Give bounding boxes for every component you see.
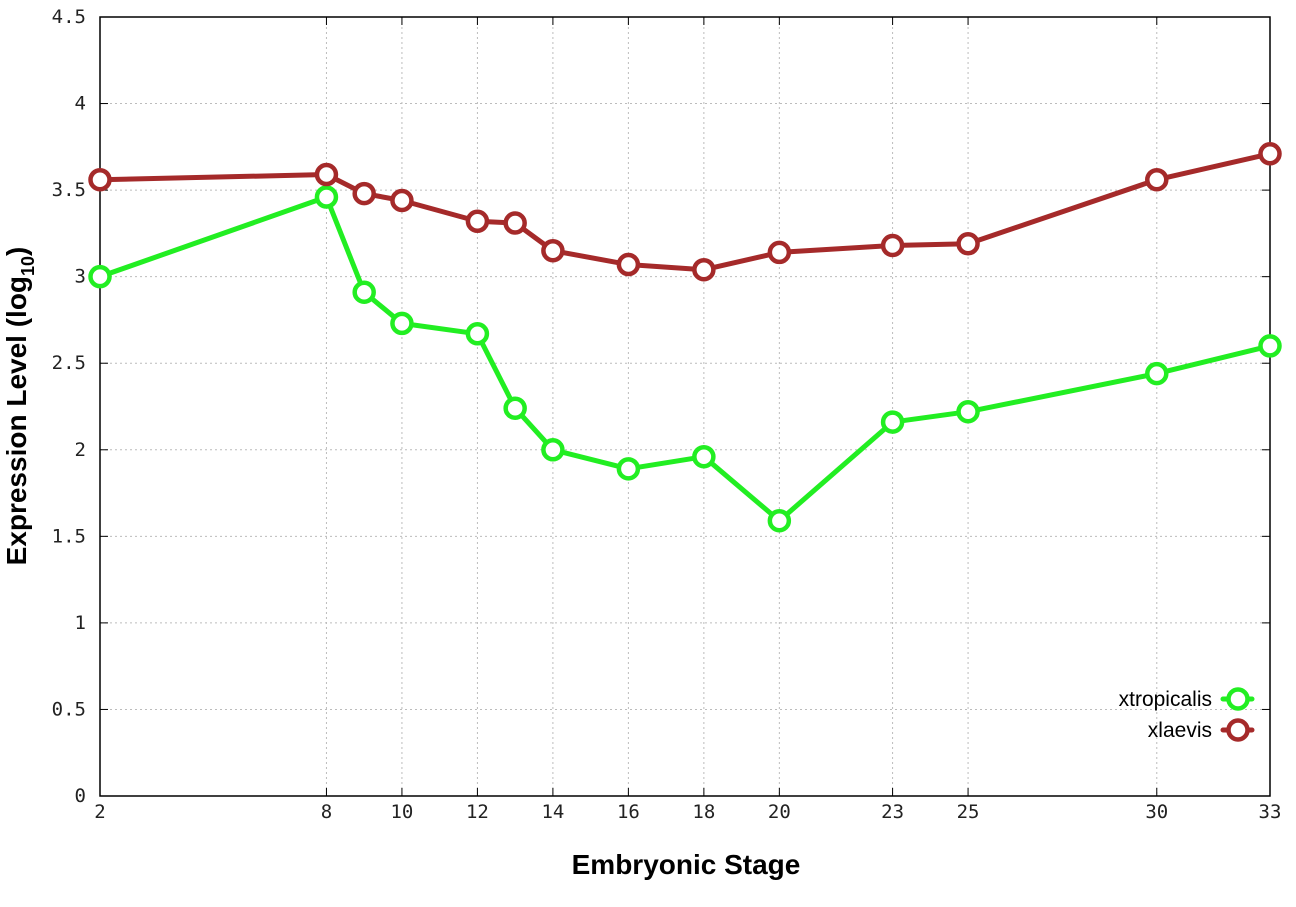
x-tick-label: 33: [1259, 801, 1282, 823]
y-axis-title: Expression Level (log10): [1, 247, 38, 566]
series-line-xtropicalis: [97, 194, 1273, 524]
data-point-xtropicalis: [767, 509, 792, 533]
data-point-xlaevis: [88, 167, 112, 192]
x-axis-title: Embryonic Stage: [572, 849, 801, 880]
x-tick-label: 23: [881, 801, 904, 823]
data-point-xtropicalis: [956, 399, 980, 424]
y-tick-label: 2: [75, 439, 86, 461]
data-point-xlaevis: [880, 233, 905, 258]
legend-marker-xtropicalis: [1226, 687, 1250, 711]
data-point-xtropicalis: [314, 185, 339, 209]
data-point-xlaevis: [541, 238, 565, 263]
x-tick-label: 14: [541, 801, 564, 823]
data-point-xtropicalis: [352, 280, 376, 304]
legend: xtropicalis xlaevis: [1119, 687, 1255, 742]
data-point-xlaevis: [352, 181, 376, 206]
x-tick-label: 20: [768, 801, 791, 823]
y-tick-label: 1.5: [52, 525, 86, 547]
data-point-xtropicalis: [616, 457, 641, 481]
y-tick-label: 4.5: [52, 6, 86, 28]
legend-label: xlaevis: [1148, 719, 1212, 742]
data-point-xtropicalis: [465, 322, 490, 346]
data-point-xtropicalis: [692, 444, 716, 469]
data-point-xlaevis: [767, 240, 792, 265]
y-axis-title-subscript: 10: [18, 256, 38, 276]
y-tick-label: 3: [75, 266, 86, 288]
y-tick-label: 1: [75, 612, 86, 634]
x-tick-label: 12: [466, 801, 489, 823]
data-point-xlaevis: [1145, 167, 1169, 192]
y-tick-label: 4: [75, 93, 86, 115]
plot-frame: [99, 16, 1271, 797]
legend-marker-xlaevis: [1226, 718, 1250, 742]
data-point-xlaevis: [314, 162, 339, 187]
data-point-xtropicalis: [88, 264, 112, 289]
grid-layer: [100, 17, 1270, 796]
data-point-xlaevis: [692, 257, 716, 282]
y-axis-title-suffix: ): [1, 247, 32, 256]
data-point-xlaevis: [956, 232, 980, 256]
series-line-xlaevis: [97, 151, 1273, 273]
data-point-xtropicalis: [390, 311, 414, 336]
data-point-xlaevis: [390, 188, 414, 213]
data-point-xlaevis: [503, 211, 527, 235]
data-point-xtropicalis: [1258, 334, 1282, 358]
data-point-xtropicalis: [1145, 361, 1169, 386]
legend-label: xtropicalis: [1119, 688, 1212, 711]
data-point-xtropicalis: [541, 438, 565, 462]
y-tick-label: 0.5: [52, 698, 86, 720]
y-axis-title-main: Expression Level (log: [1, 276, 32, 565]
x-tick-label: 10: [390, 801, 413, 823]
x-tick-label: 8: [321, 801, 332, 823]
x-tick-label: 25: [957, 801, 980, 823]
data-point-xlaevis: [1258, 142, 1282, 166]
x-tick-label: 18: [692, 801, 715, 823]
data-point-xtropicalis: [503, 396, 527, 420]
x-tick-label: 16: [617, 801, 640, 823]
data-point-xlaevis: [465, 209, 490, 234]
x-tick-label: 30: [1145, 801, 1168, 823]
y-tick-label: 0: [75, 785, 86, 807]
ticks-layer: 0 0.5 1 1.5 2 2.5 3 3.5 4 4.5 2 8 10 12 14 16 18 20 23 25 30…: [52, 6, 1282, 823]
data-point-xtropicalis: [880, 410, 905, 434]
data-point-xlaevis: [616, 252, 641, 277]
x-tick-label: 2: [94, 801, 105, 823]
y-tick-label: 3.5: [52, 179, 86, 201]
y-tick-label: 2.5: [52, 352, 86, 374]
series-layer: [88, 142, 1282, 533]
